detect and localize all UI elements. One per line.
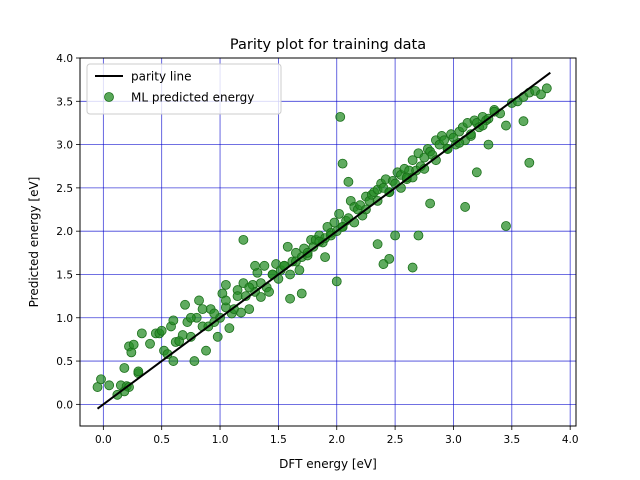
scatter-point xyxy=(220,279,231,290)
parity-line xyxy=(96,71,551,410)
y-tick-label: 3.5 xyxy=(56,96,73,108)
scatter-point xyxy=(425,198,436,209)
scatter-point xyxy=(501,221,511,231)
series xyxy=(92,71,552,410)
scatter-point xyxy=(471,167,482,178)
scatter-point xyxy=(296,288,307,299)
x-tick-label: 3.0 xyxy=(445,434,462,446)
scatter-point xyxy=(244,282,255,293)
scatter-point xyxy=(180,299,190,310)
y-tick-label: 4.0 xyxy=(56,53,73,65)
legend-ml-predicted-marker xyxy=(104,92,114,102)
x-tick-label: 2.5 xyxy=(387,434,404,446)
legend-parity-line-label: parity line xyxy=(131,70,192,84)
scatter-point xyxy=(104,380,115,391)
scatter-point xyxy=(331,276,342,287)
scatter-point xyxy=(212,331,223,342)
scatter-point xyxy=(209,308,220,319)
scatter-point xyxy=(439,135,450,146)
scatter-point xyxy=(282,241,293,252)
scatter-point xyxy=(460,202,471,212)
chart-title: Parity plot for training data xyxy=(230,37,426,53)
y-tick-label: 0.5 xyxy=(56,356,73,368)
scatter-point xyxy=(264,286,274,297)
x-axis-title: DFT energy [eV] xyxy=(279,457,377,471)
scatter-point xyxy=(335,111,346,122)
scatter-point xyxy=(320,252,330,263)
scatter-point xyxy=(156,325,167,336)
x-tick-label: 2.0 xyxy=(328,434,345,446)
scatter-point xyxy=(285,293,295,304)
scatter-point xyxy=(96,374,106,385)
x-tick-label: 1.0 xyxy=(212,434,229,446)
scatter-point xyxy=(407,155,418,166)
scatter-point xyxy=(536,89,546,100)
scatter-point xyxy=(407,262,418,273)
scatter-point xyxy=(294,265,305,276)
scatter-point xyxy=(136,328,147,339)
scatter-point xyxy=(255,292,266,302)
x-tick-label: 0.0 xyxy=(95,434,112,446)
scatter-point xyxy=(145,338,155,349)
scatter-point xyxy=(232,291,243,302)
y-tick-label: 0.0 xyxy=(56,399,73,411)
legend: parity line ML predicted energy xyxy=(86,63,282,115)
scatter-point xyxy=(285,269,295,280)
scatter-point xyxy=(541,83,552,94)
legend-ml-predicted-label: ML predicted energy xyxy=(131,91,254,105)
y-tick-label: 2.5 xyxy=(56,183,73,195)
ticks: 0.0 0.5 1.0 1.5 2.0 2.5 3.0 3.5 4.0 0.0 0.5 1.0 1.5 2… xyxy=(56,53,578,446)
scatter-point xyxy=(378,259,389,269)
scatter-point xyxy=(524,157,535,168)
scatter-point xyxy=(133,366,144,377)
scatter-point xyxy=(168,315,179,326)
scatter-point xyxy=(250,260,260,271)
scatter-point xyxy=(390,230,401,241)
y-tick-label: 1.5 xyxy=(56,269,73,281)
scatter-point xyxy=(244,304,255,315)
plot-area: 0.0 0.5 1.0 1.5 2.0 2.5 3.0 3.5 4.0 0.0 0.5 1.0 1.5 2… xyxy=(56,53,578,446)
legend-box xyxy=(86,63,282,115)
scatter-point xyxy=(168,356,179,366)
scatter-point xyxy=(334,208,344,219)
scatter-point xyxy=(194,295,204,306)
scatter-point xyxy=(518,116,529,127)
x-tick-label: 1.5 xyxy=(270,434,287,446)
scatter-point xyxy=(329,217,340,228)
scatter-point xyxy=(238,234,249,245)
scatter-point xyxy=(197,304,208,315)
scatter-point xyxy=(337,158,348,169)
scatter-point xyxy=(201,345,211,356)
x-tick-label: 4.0 xyxy=(562,434,579,446)
scatter-point xyxy=(501,120,511,131)
axes-frame xyxy=(79,57,577,427)
y-tick-label: 1.0 xyxy=(56,313,73,325)
x-tick-label: 0.5 xyxy=(153,434,170,446)
scatter-point xyxy=(185,312,196,323)
scatter-point xyxy=(189,356,200,366)
scatter-point xyxy=(372,239,383,250)
y-axis-title: Predicted energy [eV] xyxy=(27,177,41,308)
scatter-point xyxy=(413,230,424,241)
scatter-point xyxy=(220,295,231,306)
x-tick-label: 3.5 xyxy=(503,434,520,446)
scatter-point xyxy=(259,260,270,271)
scatter-point xyxy=(119,363,130,373)
y-tick-label: 2.0 xyxy=(56,226,73,238)
scatter-point xyxy=(177,330,188,340)
scatter-point xyxy=(224,323,235,334)
scatter-point xyxy=(483,139,494,150)
y-tick-label: 3.0 xyxy=(56,140,73,152)
scatter-point xyxy=(128,339,139,350)
scatter-point xyxy=(236,307,246,318)
scatter-point xyxy=(343,176,354,187)
